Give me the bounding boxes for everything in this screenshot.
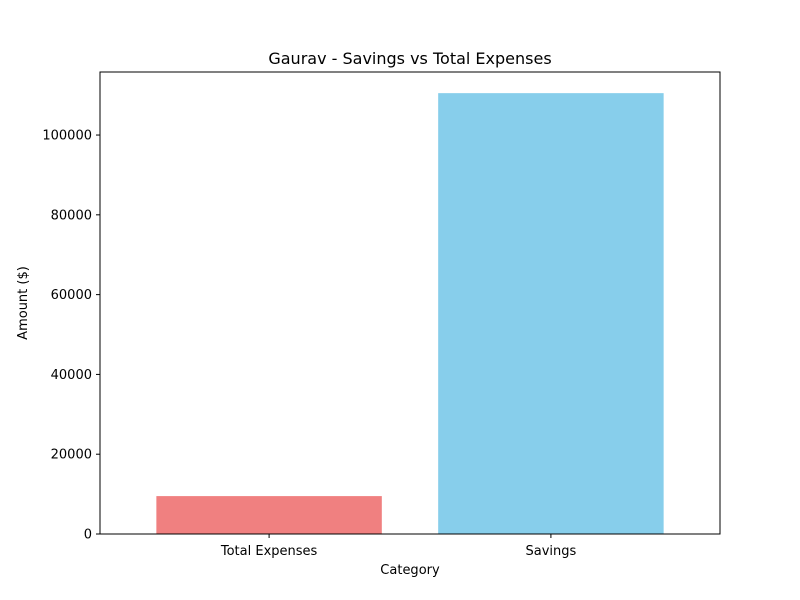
x-axis: Total Expenses Savings <box>220 534 577 559</box>
y-tick-label: 80000 <box>51 208 92 223</box>
y-tick-label: 0 <box>84 528 92 543</box>
bar-savings <box>438 93 664 534</box>
y-axis: 0 20000 40000 60000 80000 100000 <box>42 129 100 543</box>
y-axis-label: Amount ($) <box>16 266 31 340</box>
bar-total-expenses <box>156 496 382 534</box>
y-tick-label: 100000 <box>42 129 92 144</box>
plot-frame <box>99 71 721 535</box>
chart-title: Gaurav - Savings vs Total Expenses <box>268 49 551 68</box>
y-tick-label: 40000 <box>51 368 92 383</box>
y-tick-label: 20000 <box>51 448 92 463</box>
x-tick-label: Savings <box>526 544 577 559</box>
y-tick-label: 60000 <box>51 288 92 303</box>
x-tick-label: Total Expenses <box>220 544 318 559</box>
x-axis-label: Category <box>380 563 440 578</box>
bars-group <box>156 93 664 534</box>
